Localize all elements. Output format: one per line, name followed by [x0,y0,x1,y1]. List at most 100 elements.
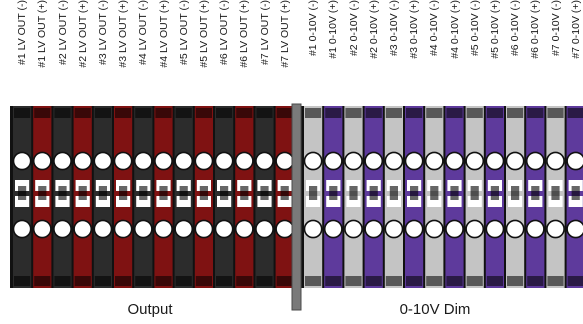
terminal-cap [305,108,322,118]
screw-hole [344,219,363,239]
pin-label: #2 0-10V (+) [367,0,380,59]
clamp-insert [410,186,419,200]
terminal-cap [466,276,483,286]
screw-hole [364,151,384,171]
clamp-insert [240,186,249,200]
terminal-cap [14,276,31,286]
screw-hole [445,151,464,171]
clamp-insert [260,186,269,200]
screw-hole [505,219,525,239]
pin-label: #6 0-10V (-) [509,0,522,57]
terminal-cap [527,108,544,118]
terminal-cap [527,276,544,286]
screw-hole [53,151,72,171]
pin-label: #1 LV OUT (-) [16,0,29,65]
clamp-insert [179,186,188,200]
pin-label: #6 0-10V (+) [529,0,542,59]
clamp-slot [508,196,523,207]
screw-hole [194,219,214,239]
clamp-slot [467,196,482,207]
terminal-cap [446,108,463,118]
terminal-cap [115,108,132,118]
screw-hole [404,151,424,171]
clamp-insert [349,186,358,200]
pin-label: #3 0-10V (-) [387,0,400,57]
clamp-insert [139,186,148,200]
pin-label: #7 0-10V (-) [549,0,562,57]
screw-hole [303,219,323,239]
screw-hole [113,151,133,171]
pin-label: #6 LV OUT (+) [238,0,251,68]
screw-hole [275,219,295,239]
clamp-slot [568,180,583,191]
clamp-slot [35,196,50,207]
clamp-insert [531,186,540,200]
pin-label: #7 LV OUT (-) [258,0,271,65]
terminal-cap [195,108,212,118]
clamp-slot [427,196,442,207]
terminal-cap [276,276,293,286]
screw-hole [53,219,72,239]
clamp-slot [257,196,272,207]
terminal-cap [34,108,51,118]
screw-hole [384,219,404,239]
screw-hole [32,151,52,171]
clamp-slot [176,196,191,207]
clamp-slot [136,180,151,191]
pin-label: #1 0-10V (+) [327,0,340,59]
pin-label: #1 0-10V (-) [307,0,320,57]
clamp-insert [220,186,229,200]
clamp-insert [470,186,479,200]
clamp-slot [95,196,110,207]
clamp-slot [217,196,232,207]
clamp-slot [548,180,563,191]
clamp-slot [55,180,70,191]
clamp-insert [159,186,168,200]
terminal-cap [365,108,382,118]
clamp-slot [306,196,321,207]
terminal-cap [74,108,91,118]
clamp-insert [490,186,499,200]
clamp-slot [487,180,502,191]
clamp-insert [78,186,87,200]
terminal-cap [256,108,273,118]
pin-label: #3 LV OUT (+) [117,0,130,68]
clamp-slot [75,180,90,191]
terminal-cap [466,108,483,118]
pin-label: #7 LV OUT (+) [278,0,291,68]
clamp-slot [487,196,502,207]
screw-hole [546,219,565,239]
clamp-insert [430,186,439,200]
clamp-slot [568,196,583,207]
clamp-slot [257,180,272,191]
screw-hole [174,219,194,239]
pin-label: #5 LV OUT (+) [197,0,210,68]
clamp-insert [571,186,580,200]
terminal-cap [385,276,402,286]
clamp-slot [116,180,131,191]
terminal-cap [406,108,423,118]
terminal-cap [486,276,503,286]
screw-hole [73,151,93,171]
screw-hole [214,151,234,171]
clamp-insert [329,186,338,200]
screw-hole [154,151,173,171]
clamp-slot [156,196,171,207]
clamp-insert [18,186,27,200]
clamp-slot [75,196,90,207]
pin-label: #5 0-10V (-) [468,0,481,57]
clamp-slot [548,196,563,207]
terminal-cap [236,108,253,118]
terminal-cap [507,108,524,118]
terminal-cap [325,276,342,286]
screw-hole [255,219,274,239]
terminal-cap [547,108,564,118]
clamp-slot [326,180,341,191]
terminal-cap [345,276,362,286]
pin-label: #2 LV OUT (+) [76,0,89,68]
output-group-label: Output [127,301,173,318]
screw-hole [384,151,404,171]
screw-hole [424,219,444,239]
clamp-slot [508,180,523,191]
terminal-cap [426,108,443,118]
